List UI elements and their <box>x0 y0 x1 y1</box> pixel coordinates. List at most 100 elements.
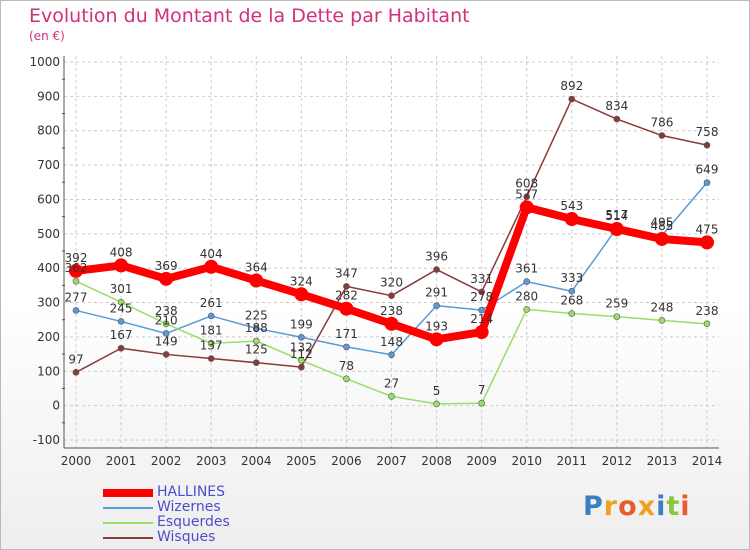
data-point-wisques <box>72 369 80 376</box>
data-point-wisques <box>252 359 260 366</box>
data-label-wisques: 786 <box>650 116 673 130</box>
y-tick-label: 500 <box>37 227 60 241</box>
legend-swatch-hallines <box>103 489 153 497</box>
data-point-hallines <box>519 200 534 215</box>
data-label-wizernes: 649 <box>696 163 719 177</box>
y-tick-label: 900 <box>37 89 60 103</box>
y-tick-label: 100 <box>37 364 60 378</box>
data-label-esquerdes: 132 <box>290 340 313 354</box>
data-label-hallines: 324 <box>290 274 313 288</box>
legend-label-esquerdes: Esquerdes <box>157 514 230 530</box>
data-label-hallines: 282 <box>335 289 358 303</box>
data-label-esquerdes: 248 <box>650 300 673 314</box>
x-tick-label: 2007 <box>376 454 407 468</box>
y-tick-label: 0 <box>52 399 60 413</box>
data-label-hallines: 369 <box>155 259 178 273</box>
data-point-wisques <box>658 132 666 139</box>
data-point-wizernes <box>162 330 170 337</box>
y-tick-label: 600 <box>37 192 60 206</box>
data-label-wizernes: 495 <box>650 216 673 230</box>
data-point-wizernes <box>568 287 576 295</box>
x-tick-label: 2008 <box>421 454 452 468</box>
x-tick-label: 2011 <box>557 454 588 468</box>
data-point-hallines <box>114 258 129 273</box>
x-tick-label: 2002 <box>151 454 182 468</box>
data-point-wisques <box>298 363 305 371</box>
data-point-esquerdes <box>162 320 170 328</box>
data-point-wisques <box>703 141 711 149</box>
data-label-wisques: 112 <box>290 347 313 361</box>
data-label-hallines: 238 <box>380 304 403 318</box>
y-axis-unit-label: (en €) <box>29 29 65 43</box>
data-point-esquerdes <box>117 298 125 306</box>
data-label-hallines: 364 <box>245 261 268 275</box>
data-label-hallines: 514 <box>605 209 628 223</box>
legend-label-wisques: Wisques <box>157 529 216 545</box>
data-label-esquerdes: 78 <box>339 359 354 373</box>
x-tick-label: 2001 <box>106 454 137 468</box>
data-label-hallines: 404 <box>200 247 223 261</box>
data-point-wizernes <box>72 307 80 314</box>
data-label-wisques: 396 <box>425 250 448 264</box>
data-label-wisques: 137 <box>200 339 223 353</box>
data-label-wisques: 758 <box>696 125 719 139</box>
proxiti-logo: Proxiti <box>583 491 691 522</box>
data-label-esquerdes: 5 <box>433 384 441 398</box>
data-label-wizernes: 148 <box>380 335 403 349</box>
data-label-wisques: 320 <box>380 276 403 290</box>
data-label-wisques: 892 <box>560 79 583 93</box>
data-point-wizernes <box>523 278 531 285</box>
data-label-hallines: 475 <box>696 222 719 236</box>
series-layer <box>69 95 714 408</box>
x-tick-label: 2014 <box>692 454 723 468</box>
data-label-esquerdes: 7 <box>478 383 486 397</box>
x-tick-label: 2010 <box>511 454 542 468</box>
data-point-wizernes <box>388 351 395 359</box>
data-label-wisques: 331 <box>470 272 493 286</box>
data-label-hallines: 577 <box>515 187 538 201</box>
data-label-wizernes: 210 <box>155 313 178 327</box>
data-point-wizernes <box>298 333 305 341</box>
data-point-esquerdes <box>298 356 305 364</box>
data-label-layer: 392 408 369 404 364 324 282 238 193 214 577 543 514 4… <box>65 79 719 398</box>
data-point-wizernes <box>433 302 440 309</box>
data-point-hallines <box>69 263 83 278</box>
data-label-wizernes: 245 <box>110 301 133 315</box>
data-label-esquerdes: 27 <box>384 376 399 390</box>
data-point-esquerdes <box>568 310 576 317</box>
legend-swatch-esquerdes <box>103 522 153 524</box>
y-tick-label: 200 <box>37 330 60 344</box>
data-point-wizernes <box>252 325 260 332</box>
data-label-wizernes: 171 <box>335 327 358 341</box>
data-label-wizernes: 361 <box>515 262 538 276</box>
x-tick-label: 2003 <box>196 454 227 468</box>
data-label-hallines: 408 <box>110 245 133 259</box>
x-tick-label: 2012 <box>602 454 633 468</box>
data-label-wizernes: 333 <box>560 271 583 285</box>
data-point-esquerdes <box>72 277 80 285</box>
data-point-esquerdes <box>252 337 260 345</box>
y-tick-label: 400 <box>37 261 60 275</box>
data-point-wizernes <box>478 306 485 314</box>
legend-swatch-wisques <box>103 537 153 539</box>
data-label-wizernes: 225 <box>245 308 268 322</box>
legend-label-hallines: HALLINES <box>157 484 226 500</box>
data-point-hallines <box>474 325 489 340</box>
data-label-wizernes: 278 <box>470 290 493 304</box>
data-point-hallines <box>384 316 399 331</box>
data-label-hallines: 193 <box>425 319 448 333</box>
data-point-wizernes <box>703 179 711 186</box>
x-tick-label: 2004 <box>241 454 272 468</box>
y-tick-label: -100 <box>33 433 60 447</box>
data-label-wizernes: 261 <box>200 296 223 310</box>
data-point-wisques <box>162 351 170 358</box>
data-label-esquerdes: 238 <box>155 304 178 318</box>
data-label-wizernes: 517 <box>605 208 628 222</box>
legend-label-wizernes: Wizernes <box>157 499 221 515</box>
data-point-wizernes <box>207 312 215 320</box>
y-tick-label: 800 <box>37 124 60 138</box>
data-point-esquerdes <box>613 313 621 320</box>
data-point-esquerdes <box>658 317 666 324</box>
